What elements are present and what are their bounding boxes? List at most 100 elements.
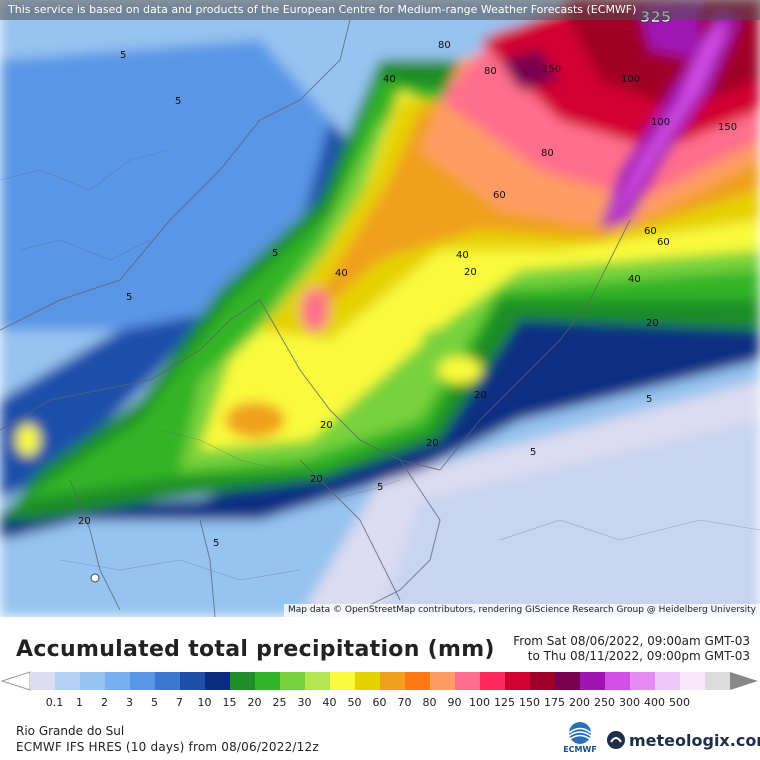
contour-label: 5	[272, 248, 278, 259]
contour-label: 20	[464, 267, 477, 278]
colorbar-tick-label: 500	[669, 696, 690, 709]
colorbar-tick-label: 1	[76, 696, 83, 709]
contour-label: 5	[377, 482, 383, 493]
colorbar-swatch	[305, 672, 331, 690]
contour-label: 40	[456, 250, 469, 261]
colorbar-swatch	[55, 672, 81, 690]
municipal-borders	[0, 149, 760, 581]
colorbar-swatch	[180, 672, 206, 690]
colorbar-swatch	[355, 672, 381, 690]
colorbar-tick-label: 0.1	[45, 696, 64, 709]
colorbar-swatch	[455, 672, 481, 690]
contour-label: 40	[628, 274, 641, 285]
colorbar-swatch	[530, 672, 556, 690]
colorbar-tick-label: 2	[101, 696, 108, 709]
colorbar-swatch	[80, 672, 106, 690]
colorbar-swatch	[705, 672, 731, 690]
colorbar-tick-label: 250	[594, 696, 615, 709]
contour-label: 5	[175, 96, 181, 107]
contour-label: 20	[474, 390, 487, 401]
contour-label: 40	[383, 74, 396, 85]
colorbar-ticks: 0.1 1 2 3 5 7 10 15 20 25 30 40 50 60 70 80 90 100 125 150 1…	[0, 696, 760, 710]
colorbar-swatch	[30, 672, 56, 690]
colorbar-swatch	[655, 672, 681, 690]
colorbar-swatch	[405, 672, 431, 690]
brand-text: meteologix.com	[629, 730, 760, 750]
contour-label: 5	[120, 50, 126, 61]
contour-label: 20	[310, 474, 323, 485]
admin-borders	[0, 19, 631, 617]
colorbar-swatch	[255, 672, 281, 690]
colorbar-tick-label: 10	[197, 696, 212, 709]
colorbar-tick-label: 25	[272, 696, 287, 709]
colorbar-tick-label: 15	[222, 696, 237, 709]
contour-label: 5	[646, 394, 652, 405]
contour-label: 5	[530, 447, 536, 458]
colorbar-tick-label: 300	[619, 696, 640, 709]
colorbar-swatch	[605, 672, 631, 690]
contour-label: 150	[542, 64, 561, 75]
contour-label: 20	[426, 438, 439, 449]
colorbar-swatch	[680, 672, 706, 690]
colorbar-swatch	[430, 672, 456, 690]
colorbar-tick-label: 5	[151, 696, 158, 709]
contour-label: 80	[484, 66, 497, 77]
legend-title: Accumulated total precipitation (mm)	[16, 637, 495, 662]
colorbar	[0, 671, 758, 691]
colorbar-swatch	[230, 672, 256, 690]
colorbar-swatch	[205, 672, 231, 690]
contour-label: 40	[335, 268, 348, 279]
map-attribution[interactable]: Map data © OpenStreetMap contributors, r…	[284, 604, 760, 617]
colorbar-tick-label: 50	[347, 696, 362, 709]
colorbar-tick-label: 400	[644, 696, 665, 709]
colorbar-tick-label: 20	[247, 696, 262, 709]
period-from: From Sat 08/06/2022, 09:00am GMT-03	[513, 634, 750, 648]
precipitation-map[interactable]: 5 5 5 5 5 5 5 5 20 20 20 20 20 20 20 40 40 40 40 60 60 60 80 80…	[0, 0, 760, 617]
contour-label: 20	[78, 516, 91, 527]
contour-label: 100	[621, 74, 640, 85]
colorbar-tick-label: 7	[176, 696, 183, 709]
colorbar-swatch	[555, 672, 581, 690]
colorbar-tick-label: 175	[544, 696, 565, 709]
legend-panel: Accumulated total precipitation (mm) Fro…	[0, 617, 760, 760]
colorbar-tick-label: 80	[422, 696, 437, 709]
colorbar-swatch	[130, 672, 156, 690]
colorbar-swatch	[105, 672, 131, 690]
forecast-period: From Sat 08/06/2022, 09:00am GMT-03 to T…	[513, 634, 750, 664]
contour-label: 80	[438, 40, 451, 51]
colorbar-tick-label: 200	[569, 696, 590, 709]
contour-label: 5	[213, 538, 219, 549]
colorbar-tick-label: 125	[494, 696, 515, 709]
contour-label: 60	[644, 226, 657, 237]
colorbar-swatch	[505, 672, 531, 690]
colorbar-max-arrow	[730, 672, 758, 690]
precipitation-field: 5555555520202020202020404040406060608080…	[0, 0, 760, 617]
city-marker	[90, 573, 100, 583]
colorbar-swatch	[330, 672, 356, 690]
ecmwf-logo-text: ECMWF	[563, 745, 597, 754]
colorbar-tick-label: 3	[126, 696, 133, 709]
colorbar-swatch	[480, 672, 506, 690]
colorbar-swatch	[580, 672, 606, 690]
contour-label: 100	[651, 117, 670, 128]
period-to: to Thu 08/11/2022, 09:00pm GMT-03	[527, 649, 750, 663]
colorbar-min-arrow	[0, 671, 31, 691]
ecmwf-notice-banner: This service is based on data and produc…	[0, 0, 760, 20]
colorbar-tick-label: 100	[469, 696, 490, 709]
meteologix-logo[interactable]: meteologix.com	[606, 729, 760, 751]
colorbar-tick-label: 40	[322, 696, 337, 709]
colorbar-tick-label: 150	[519, 696, 540, 709]
colorbar-tick-label: 90	[447, 696, 462, 709]
ecmwf-logo: ECMWF	[558, 720, 602, 756]
contour-labels: 5555555520202020202020404040406060608080…	[78, 40, 737, 549]
colorbar-swatch	[155, 672, 181, 690]
model-run-label: ECMWF IFS HRES (10 days) from 08/06/2022…	[16, 740, 319, 754]
colorbar-swatch	[630, 672, 656, 690]
contour-label: 20	[646, 318, 659, 329]
contour-label: 20	[320, 420, 333, 431]
contour-label: 5	[126, 292, 132, 303]
contour-label: 60	[657, 237, 670, 248]
colorbar-swatch	[280, 672, 306, 690]
colorbar-tick-label: 30	[297, 696, 312, 709]
